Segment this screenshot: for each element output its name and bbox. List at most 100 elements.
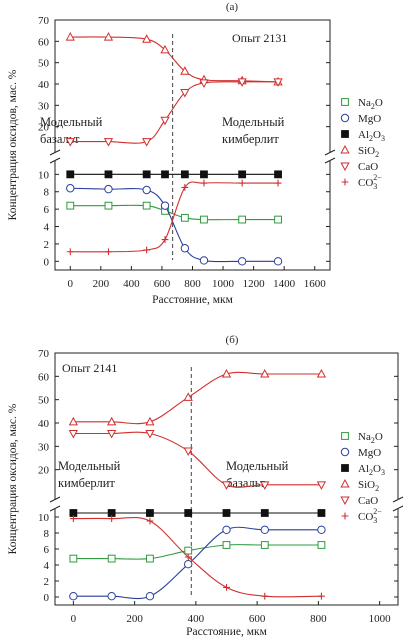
x-tick-label: 1000 — [212, 278, 235, 290]
legend-marker — [341, 432, 349, 440]
data-point — [200, 179, 208, 187]
data-point — [142, 185, 151, 195]
data-point — [143, 246, 151, 254]
zone-label-right: базальт — [226, 476, 266, 490]
data-point — [104, 184, 113, 194]
data-point — [317, 541, 326, 549]
data-point — [103, 138, 114, 147]
zone-label-right: Модельный — [222, 115, 285, 129]
x-tick-label: 600 — [249, 613, 266, 625]
data-point — [180, 66, 190, 75]
data-point — [142, 201, 151, 210]
legend-marker — [341, 512, 349, 520]
data-point — [222, 541, 231, 549]
data-point — [104, 170, 113, 179]
data-point — [274, 170, 282, 179]
y-axis-label: Концентрация оксидов, мас. % — [7, 403, 19, 554]
data-point — [180, 170, 189, 179]
plot-frame-lower — [54, 509, 399, 606]
series-Na2O — [66, 201, 282, 224]
y-tick-label: 4 — [44, 560, 50, 572]
legend-marker — [341, 464, 349, 472]
y-tick-label: 40 — [38, 418, 50, 430]
data-point — [107, 554, 116, 563]
data-point — [145, 416, 155, 426]
series-line — [73, 371, 322, 425]
panel-label: (а) — [226, 1, 239, 13]
x-tick-label: 0 — [68, 278, 74, 290]
y-axis-label: Концентрация оксидов, мас. % — [7, 69, 19, 220]
data-point — [180, 244, 190, 253]
x-axis-label: Расстояние, мкм — [186, 626, 267, 638]
axis-break-mark — [324, 149, 336, 164]
data-point — [260, 481, 270, 490]
y-tick-label: 4 — [44, 222, 50, 234]
plot-frame-upper — [54, 19, 331, 152]
y-tick-label: 20 — [38, 122, 50, 134]
legend-label: CO32− — [358, 173, 382, 191]
data-point — [146, 517, 154, 525]
data-point — [183, 392, 193, 401]
axis-break-mark — [49, 496, 61, 512]
data-point — [221, 481, 232, 490]
data-point — [274, 179, 282, 187]
y-tick-label: 60 — [38, 371, 50, 383]
series-Al2O3 — [69, 509, 326, 517]
data-point — [238, 215, 247, 224]
experiment-label: Опыт 2131 — [232, 31, 287, 45]
x-tick-label: 600 — [154, 278, 171, 290]
data-point — [69, 592, 78, 601]
data-point — [146, 509, 154, 517]
series-Na2O — [69, 541, 326, 563]
data-point — [69, 515, 77, 522]
x-tick-label: 200 — [93, 278, 110, 290]
data-point — [68, 416, 79, 426]
legend-label: CO32− — [358, 507, 382, 525]
legend-label: MgO — [358, 447, 381, 459]
legend-marker — [341, 98, 349, 106]
legend-marker — [340, 144, 350, 154]
y-tick-label: 30 — [38, 441, 50, 453]
data-point — [68, 430, 79, 439]
data-point — [317, 525, 326, 534]
data-point — [160, 201, 170, 210]
data-point — [184, 509, 193, 517]
data-point — [181, 183, 189, 191]
data-point — [66, 248, 74, 256]
data-point — [107, 416, 117, 426]
data-point — [222, 509, 231, 517]
data-point — [184, 553, 192, 561]
series-line — [70, 187, 279, 263]
y-tick-label: 70 — [38, 15, 50, 27]
data-point — [222, 525, 231, 534]
data-point — [238, 179, 246, 187]
legend-label: Al2O3 — [358, 129, 385, 143]
x-tick-label: 800 — [310, 613, 327, 625]
data-point — [316, 481, 327, 490]
data-point — [223, 584, 230, 591]
zone-label-right: Модельный — [226, 459, 289, 473]
y-tick-label: 30 — [38, 100, 50, 112]
y-tick-label: 2 — [44, 576, 50, 588]
series-line — [70, 81, 279, 144]
data-point — [238, 170, 247, 179]
x-tick-label: 800 — [184, 278, 201, 290]
data-point — [199, 256, 209, 265]
data-point — [260, 509, 269, 517]
x-tick-label: 200 — [126, 613, 143, 625]
data-point — [142, 34, 152, 43]
legend-marker — [340, 162, 350, 172]
x-tick-label: 1200 — [243, 278, 266, 290]
series-Al2O3 — [66, 170, 282, 179]
data-point — [273, 257, 283, 266]
data-point — [145, 430, 155, 439]
data-point — [142, 170, 151, 179]
data-point — [184, 546, 193, 555]
data-point — [103, 32, 114, 41]
data-point — [260, 525, 269, 534]
data-point — [260, 541, 269, 549]
series-line — [73, 526, 322, 600]
panel-label: (б) — [226, 334, 239, 346]
zone-label-left: Модельный — [40, 115, 103, 129]
